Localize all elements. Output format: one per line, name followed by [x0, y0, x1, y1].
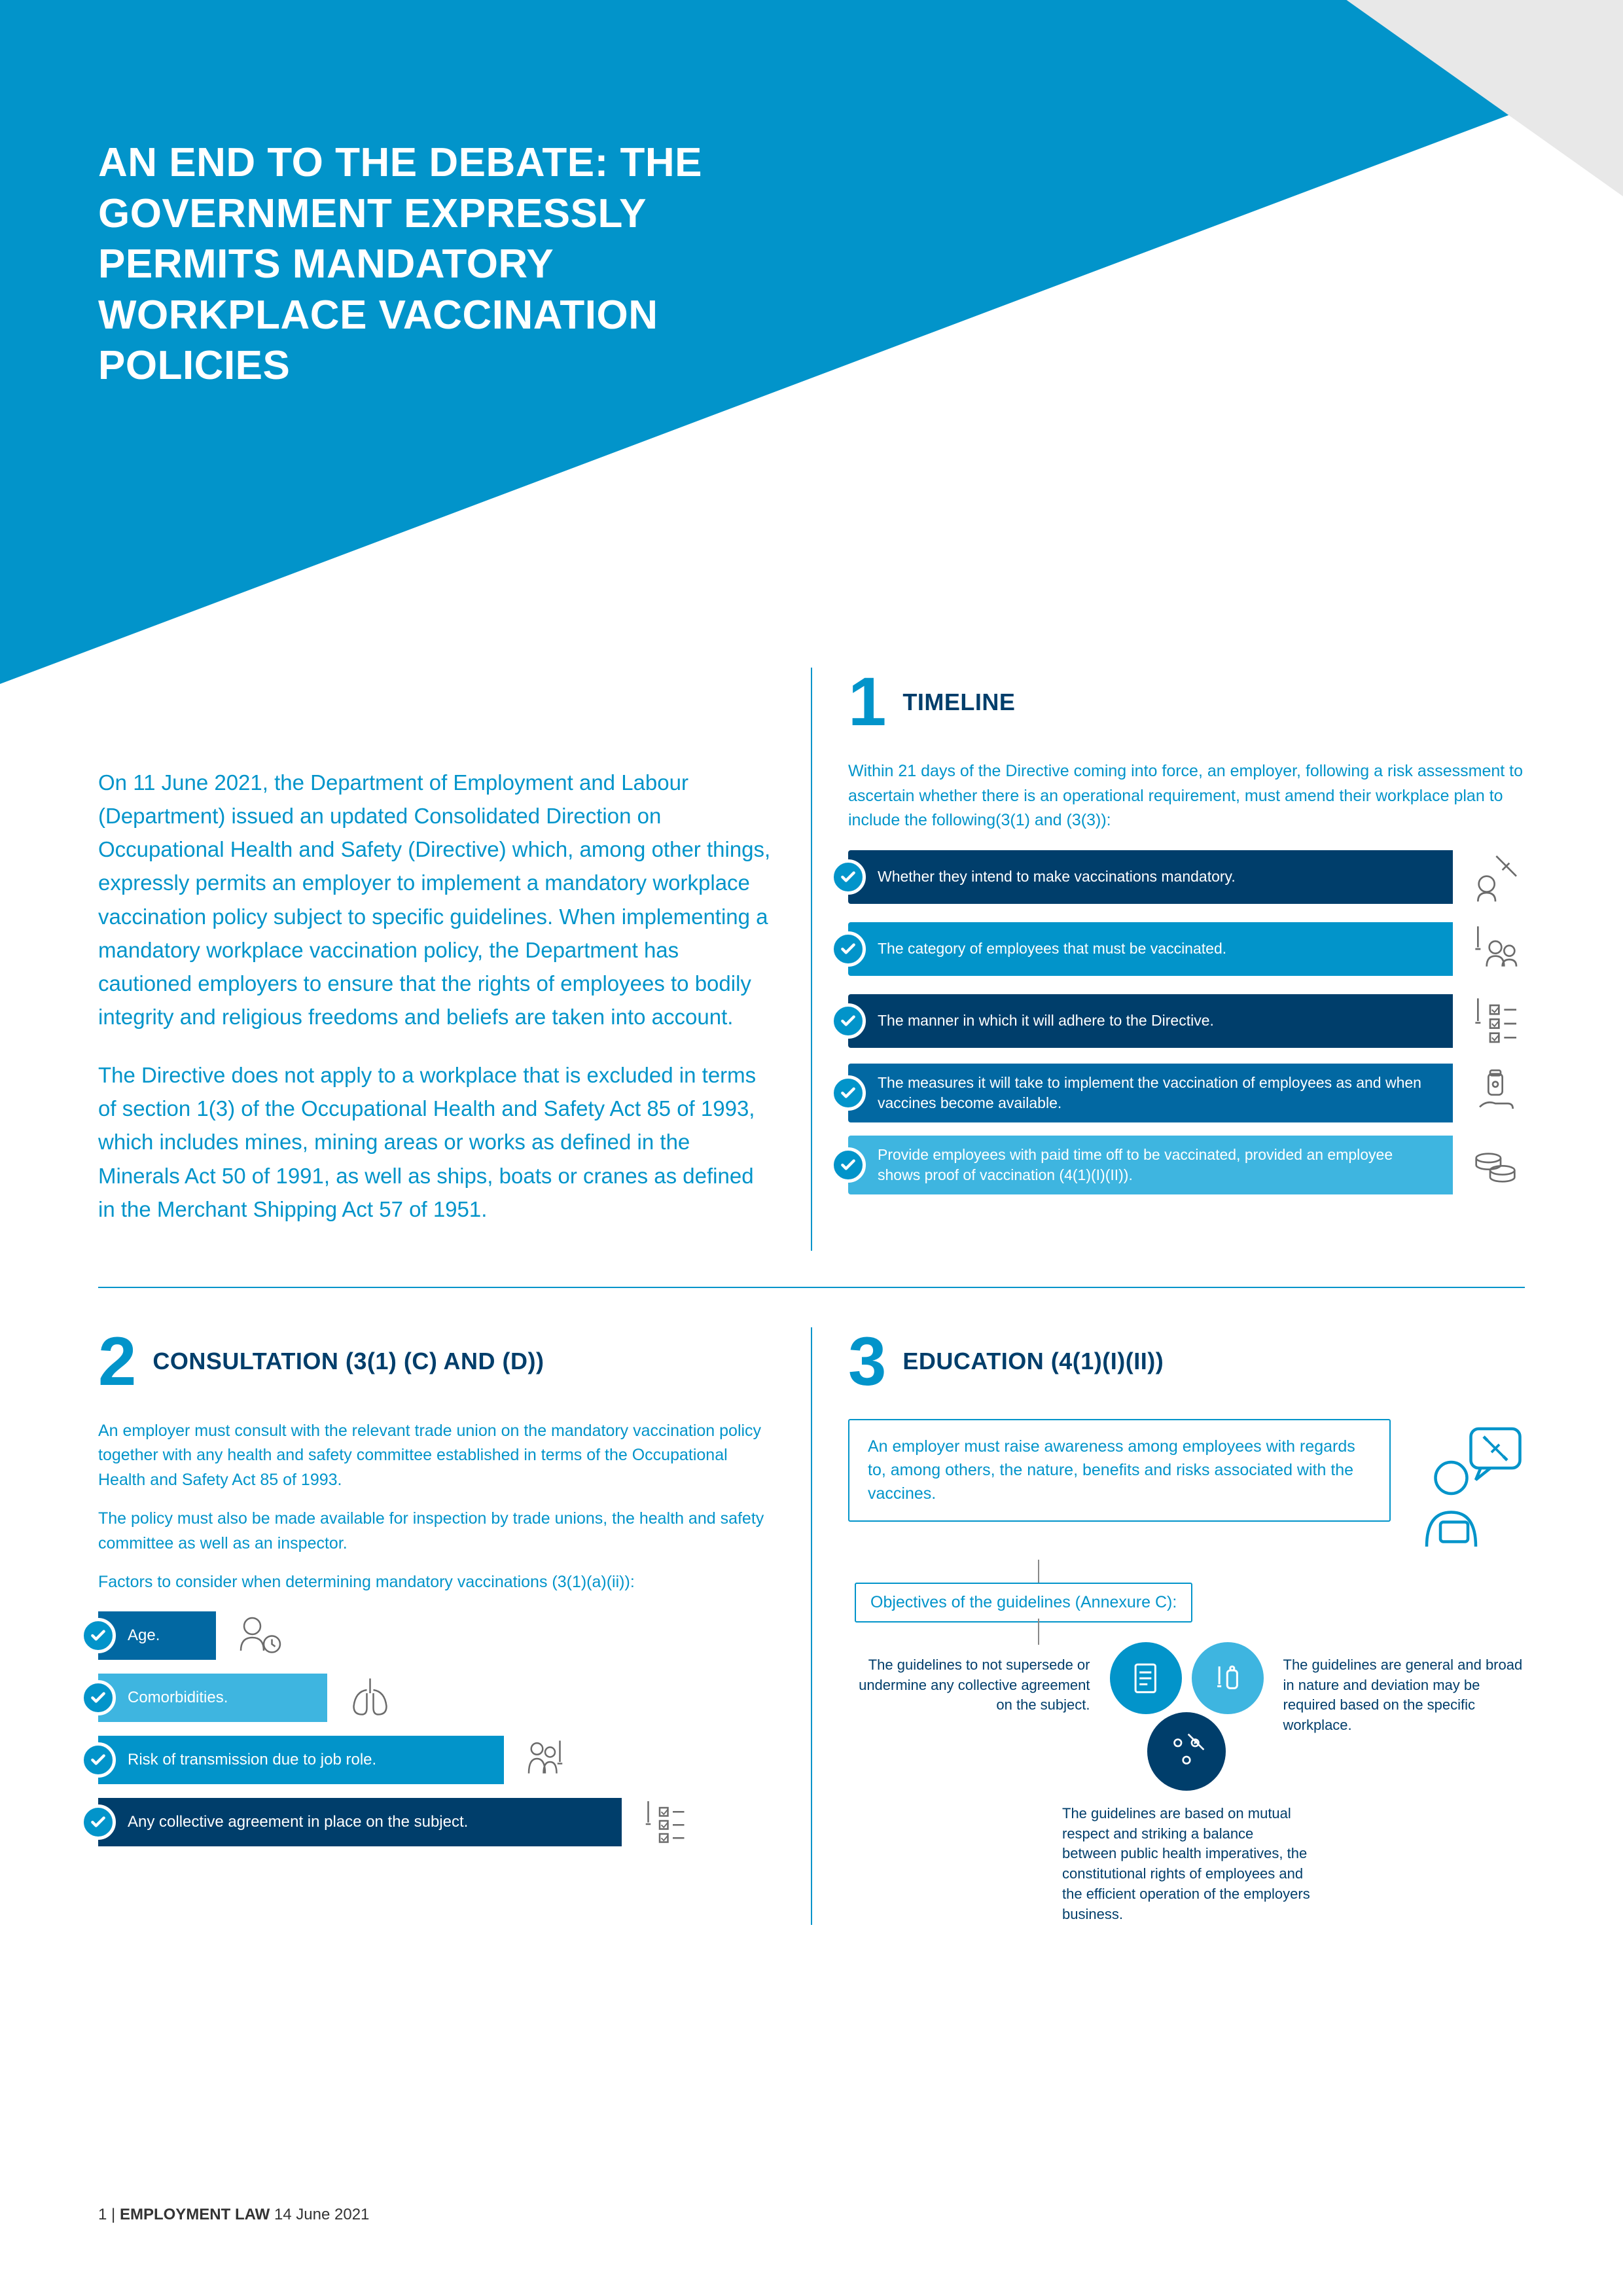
- education-column: 3 EDUCATION (4(1)(I)(II)) An employer mu…: [811, 1327, 1525, 1925]
- education-person-icon: [1407, 1419, 1525, 1560]
- check-icon: [830, 1003, 866, 1039]
- syringe-person-icon: [1466, 848, 1525, 906]
- vial-hand-icon: [1466, 1064, 1525, 1122]
- check-icon: [80, 1618, 116, 1653]
- education-box: An employer must raise awareness among e…: [848, 1419, 1391, 1522]
- obj-bubble-3: [1147, 1712, 1226, 1791]
- footer-date: 14 June 2021: [274, 2206, 369, 2223]
- timeline-num: 1: [848, 668, 886, 736]
- timeline-title: TIMELINE: [902, 689, 1015, 716]
- age-icon: [229, 1611, 288, 1660]
- consultation-p3: Factors to consider when determining man…: [98, 1570, 775, 1595]
- check-icon: [80, 1680, 116, 1715]
- factor-text: Comorbidities.: [128, 1689, 228, 1707]
- check-icon: [830, 859, 866, 895]
- factor-item: Any collective agreement in place on the…: [98, 1798, 775, 1847]
- check-icon: [830, 931, 866, 967]
- check-icon: [80, 1804, 116, 1840]
- factor-text: Risk of transmission due to job role.: [128, 1751, 376, 1769]
- footer-page: 1: [98, 2206, 107, 2223]
- factor-item: Comorbidities.: [98, 1674, 775, 1723]
- factor-text: Any collective agreement in place on the…: [128, 1813, 468, 1831]
- family-syringe-icon: [517, 1736, 576, 1785]
- consultation-num: 2: [98, 1327, 136, 1396]
- check-icon: [830, 1075, 866, 1111]
- timeline-item-text: Whether they intend to make vaccinations…: [878, 867, 1236, 887]
- objectives-label: Objectives of the guidelines (Annexure C…: [855, 1583, 1192, 1623]
- group-syringe-icon: [1466, 920, 1525, 978]
- footer-category: EMPLOYMENT LAW: [120, 2206, 270, 2223]
- page-title: AN END TO THE DEBATE: THE GOVERNMENT EXP…: [98, 137, 818, 391]
- obj-left-text: The guidelines to not supersede or under…: [848, 1642, 1090, 1715]
- coins-icon: [1466, 1136, 1525, 1194]
- footer: 1 | EMPLOYMENT LAW 14 June 2021: [98, 2206, 369, 2224]
- intro-column: On 11 June 2021, the Department of Emplo…: [98, 668, 811, 1251]
- timeline-item-text: The category of employees that must be v…: [878, 939, 1226, 959]
- obj-bubble-1: [1110, 1642, 1182, 1714]
- timeline-item: Whether they intend to make vaccinations…: [848, 848, 1525, 906]
- checklist-syringe-icon: [635, 1798, 694, 1847]
- timeline-item: The measures it will take to implement t…: [848, 1064, 1525, 1122]
- timeline-item: The category of employees that must be v…: [848, 920, 1525, 978]
- timeline-item: Provide employees with paid time off to …: [848, 1136, 1525, 1194]
- factor-text: Age.: [128, 1626, 160, 1645]
- timeline-column: 1 TIMELINE Within 21 days of the Directi…: [811, 668, 1525, 1251]
- timeline-item-text: The manner in which it will adhere to th…: [878, 1011, 1214, 1031]
- consultation-p2: The policy must also be made available f…: [98, 1507, 775, 1556]
- intro-p1: On 11 June 2021, the Department of Emplo…: [98, 766, 775, 1033]
- obj-center-bubbles: [1110, 1642, 1264, 1791]
- lungs-icon: [340, 1674, 399, 1723]
- obj-bottom-text: The guidelines are based on mutual respe…: [1062, 1804, 1311, 1925]
- timeline-intro: Within 21 days of the Directive coming i…: [848, 759, 1525, 833]
- intro-p2: The Directive does not apply to a workpl…: [98, 1058, 775, 1226]
- consultation-p1: An employer must consult with the releva…: [98, 1419, 775, 1493]
- education-title: EDUCATION (4(1)(I)(II)): [902, 1348, 1164, 1375]
- obj-bubble-2: [1192, 1642, 1264, 1714]
- checklist-syringe-icon: [1466, 992, 1525, 1050]
- timeline-item: The manner in which it will adhere to th…: [848, 992, 1525, 1050]
- factor-item: Risk of transmission due to job role.: [98, 1736, 775, 1785]
- timeline-item-text: The measures it will take to implement t…: [878, 1073, 1438, 1113]
- check-icon: [830, 1147, 866, 1183]
- education-num: 3: [848, 1327, 886, 1396]
- check-icon: [80, 1742, 116, 1778]
- obj-right-text: The guidelines are general and broad in …: [1283, 1642, 1525, 1736]
- factor-item: Age.: [98, 1611, 775, 1660]
- consultation-title: CONSULTATION (3(1) (C) AND (D)): [152, 1348, 544, 1375]
- content: On 11 June 2021, the Department of Emplo…: [98, 668, 1525, 1925]
- timeline-item-text: Provide employees with paid time off to …: [878, 1145, 1438, 1185]
- consultation-column: 2 CONSULTATION (3(1) (C) AND (D)) An emp…: [98, 1327, 811, 1925]
